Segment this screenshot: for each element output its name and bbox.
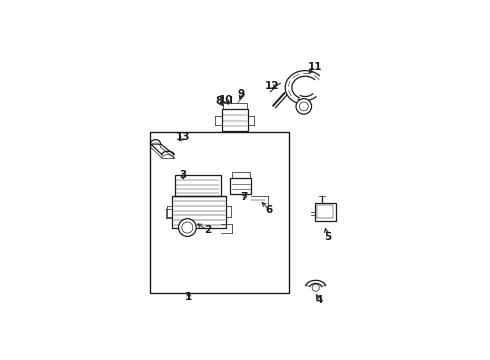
Text: 8: 8	[216, 96, 223, 107]
Bar	[175, 175, 220, 195]
Text: 5: 5	[324, 232, 331, 242]
Bar	[317, 205, 334, 219]
Text: 13: 13	[176, 132, 191, 143]
Text: 4: 4	[316, 294, 323, 305]
Circle shape	[312, 284, 319, 291]
Text: 10: 10	[219, 95, 233, 105]
Bar	[172, 195, 226, 228]
Bar	[150, 132, 289, 293]
Text: 11: 11	[308, 62, 322, 72]
Bar	[223, 103, 247, 109]
Bar	[232, 172, 250, 178]
Text: 2: 2	[204, 225, 212, 235]
Text: 3: 3	[180, 170, 187, 180]
Circle shape	[178, 219, 196, 237]
Text: 12: 12	[265, 81, 279, 91]
Bar	[315, 203, 336, 221]
Bar	[230, 178, 251, 194]
Text: 9: 9	[238, 90, 245, 99]
Text: 1: 1	[185, 292, 193, 302]
Text: 6: 6	[266, 204, 273, 215]
Bar	[222, 109, 248, 131]
Circle shape	[296, 99, 312, 114]
Text: 7: 7	[241, 192, 248, 202]
